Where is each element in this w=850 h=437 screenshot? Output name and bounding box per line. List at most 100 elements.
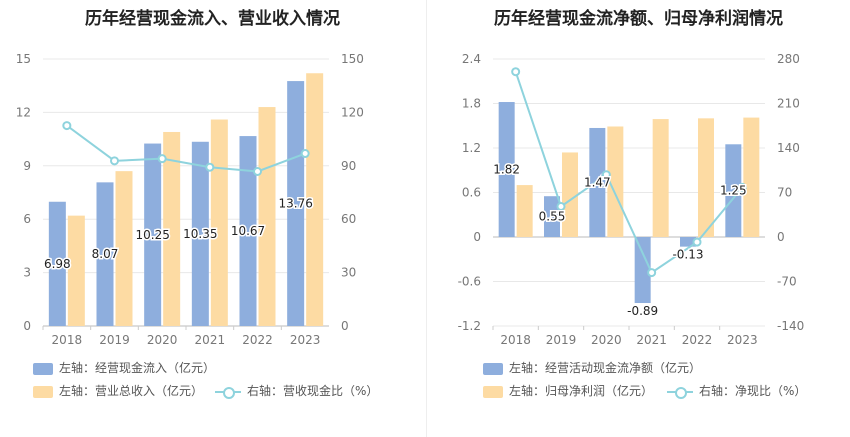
ratio-point (511, 67, 521, 77)
x-axis-tick-label: 2020 (147, 333, 178, 347)
ratio-point (205, 162, 215, 172)
bar-5 (725, 144, 742, 237)
x-axis-tick-label: 2019 (99, 333, 130, 347)
bar-1 (96, 182, 114, 326)
right-axis-tick-label: 30 (341, 266, 356, 280)
bar-data-label: 1.25 (720, 184, 747, 198)
left-chart-title: 历年经营现金流入、营业收入情况 (85, 9, 340, 29)
bar-4 (239, 136, 257, 326)
legend-item[interactable]: 左轴：经营活动现金流净额（亿元） (483, 360, 701, 376)
bar-data-label: 10.35 (183, 227, 217, 241)
x-axis-tick-label: 2022 (242, 333, 273, 347)
x-axis-tick-label: 2018 (500, 333, 531, 347)
bar-1 (544, 196, 560, 237)
right-chart-panel: 历年经营现金流净额、归母净利润情况 -1.2 -0.6 0 0.6 1.2 1.8 2.4-… (427, 0, 850, 437)
bar-data-label: 10.25 (135, 228, 169, 242)
right-axis-tick-label: 90 (341, 159, 356, 173)
legend-label: 左轴：经营活动现金流净额（亿元） (509, 361, 702, 375)
bar-3 (634, 237, 651, 304)
x-axis-tick-label: 2022 (682, 333, 713, 347)
legend-label: 左轴：归母净利润（亿元） (509, 384, 654, 398)
legend-item[interactable]: 左轴：归母净利润（亿元） (483, 383, 653, 399)
bar-data-label: 1.47 (584, 175, 611, 189)
bar-secondary-0 (516, 185, 533, 237)
x-axis-tick-label: 2021 (195, 333, 226, 347)
ratio-point (157, 154, 167, 164)
ratio-point (62, 121, 72, 131)
bar-secondary-2 (163, 131, 181, 326)
right-chart-svg: -1.2 -0.6 0 0.6 1.2 1.8 2.4 -140 -70 0 70 140 210 280… (458, 52, 805, 347)
left-axis-tick-label: 15 (16, 52, 31, 66)
bar-secondary-0 (67, 215, 85, 326)
left-axis-tick-label: -1.2 (458, 319, 481, 333)
ratio-line (514, 71, 744, 275)
bar-0 (498, 102, 515, 238)
bar-0 (48, 201, 66, 326)
legend-item[interactable]: 右轴：净现比（%） (667, 383, 806, 399)
right-axis-tick-label: 70 (777, 186, 792, 200)
bar-secondary-1 (115, 171, 133, 326)
right-axis-tick-label: 150 (341, 52, 364, 66)
right-chart-title: 历年经营现金流净额、归母净利润情况 (494, 9, 783, 29)
left-axis-tick-label: 12 (16, 105, 31, 119)
legend-item[interactable]: 左轴：营业总收入（亿元） (33, 383, 203, 399)
legend-item[interactable]: 右轴：营收现金比（%） (215, 383, 378, 399)
bar-secondary-1 (562, 152, 578, 237)
x-axis-tick-label: 2020 (591, 333, 622, 347)
bar-secondary-3 (652, 119, 669, 237)
ratio-point (692, 237, 702, 247)
bar-data-label: 1.82 (493, 163, 520, 177)
left-axis-tick-label: 6 (23, 212, 31, 226)
bar-5 (287, 81, 305, 327)
ratio-point (300, 149, 310, 159)
right-axis-tick-label: 0 (777, 230, 785, 244)
left-axis-tick-label: 0.6 (462, 186, 481, 200)
bar-secondary-2 (607, 126, 624, 237)
bar-secondary-5 (743, 117, 760, 237)
bar-secondary-4 (258, 107, 276, 326)
legend-label: 左轴：经营现金流入（亿元） (59, 361, 216, 375)
bar-2 (589, 127, 606, 237)
bar-secondary-4 (698, 118, 714, 237)
bar-data-label: -0.13 (672, 248, 703, 262)
right-axis-tick-label: -70 (777, 275, 797, 289)
right-axis-tick-label: 0 (341, 319, 349, 333)
legend-label: 右轴：营收现金比（%） (247, 384, 379, 398)
legend-label: 右轴：净现比（%） (699, 384, 807, 398)
left-axis-tick-label: 3 (23, 266, 31, 280)
left-axis-tick-label: 2.4 (462, 52, 481, 66)
right-axis-tick-label: 210 (777, 97, 800, 111)
x-axis-tick-label: 2023 (727, 333, 758, 347)
legend-swatch (483, 362, 503, 375)
bar-data-label: 0.55 (539, 210, 566, 224)
ratio-point (601, 170, 611, 180)
legend-label: 左轴：营业总收入（亿元） (59, 384, 204, 398)
legend-swatch (33, 362, 53, 375)
bar-data-label: -0.89 (627, 304, 658, 318)
right-axis-tick-label: 140 (777, 141, 800, 155)
right-axis-tick-label: 120 (341, 105, 364, 119)
x-axis-tick-label: 2019 (546, 333, 577, 347)
ratio-point (737, 182, 747, 192)
left-axis-tick-label: 1.8 (462, 97, 481, 111)
legend-line-swatch (215, 386, 241, 399)
bar-secondary-5 (306, 73, 324, 327)
legend-line-swatch (667, 386, 693, 399)
ratio-point (110, 156, 119, 166)
legend-swatch (483, 385, 503, 398)
left-axis-tick-label: 0 (473, 230, 481, 244)
legend-item[interactable]: 左轴：经营现金流入（亿元） (33, 360, 215, 376)
left-axis-tick-label: 9 (23, 159, 31, 173)
x-axis-tick-label: 2018 (52, 333, 83, 347)
bar-4 (680, 237, 696, 247)
left-axis-tick-label: 1.2 (462, 141, 481, 155)
x-axis-tick-label: 2021 (636, 333, 667, 347)
legend-swatch (33, 385, 53, 398)
ratio-point (647, 268, 657, 278)
right-axis-tick-label: -140 (777, 319, 804, 333)
left-chart-panel: 历年经营现金流入、营业收入情况 0 3 6 9 12 15 0 30 60 90 120 150 201… (16, 9, 378, 399)
right-axis-tick-label: 280 (777, 52, 800, 66)
right-axis-tick-label: 60 (341, 212, 356, 226)
left-axis-tick-label: -0.6 (458, 275, 481, 289)
bar-data-label: 6.98 (44, 257, 71, 271)
